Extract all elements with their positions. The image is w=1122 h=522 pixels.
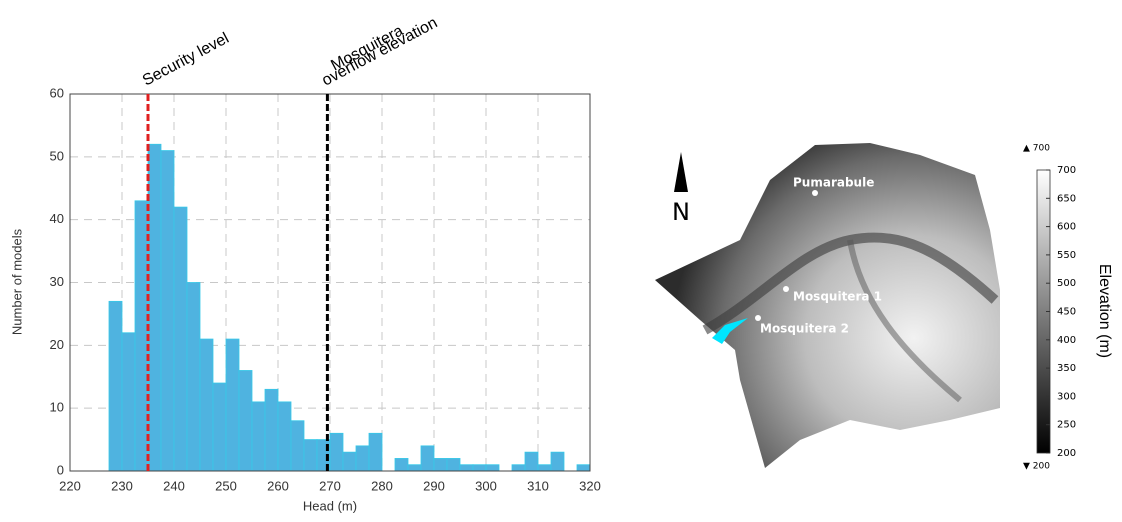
bar [551,452,564,471]
x-tick-label: 230 [111,478,133,493]
colorbar-tick-label: 400 [1057,335,1076,346]
x-tick-label: 310 [527,478,549,493]
colorbar-tick-label: 700 [1057,165,1076,176]
reference-label: Security level [140,30,232,90]
bar [525,452,538,471]
bar [447,458,460,471]
y-tick-label: 60 [50,85,64,100]
bar [395,458,408,471]
colorbar-tick-label: 500 [1057,278,1076,289]
x-axis-title: Head (m) [303,498,357,513]
bar [343,452,356,471]
bar [460,465,473,471]
x-tick-label: 260 [267,478,289,493]
bar [148,144,161,471]
histogram: Number of models Head (m) 0 10 20 30 40 50 60 2… [9,14,600,513]
bar [174,207,187,471]
colorbar-under-label: ▼ 200 [1023,462,1050,472]
bar [356,446,369,471]
bar [291,421,304,471]
place-label: Mosquitera 2 [760,322,849,336]
bar [252,402,265,471]
x-tick-label: 240 [163,478,185,493]
place-label: Pumarabule [793,176,874,190]
bar [330,433,343,471]
terrain [655,143,1000,468]
x-tick-label: 320 [579,478,601,493]
bar [278,402,291,471]
reference-label: overflow elevation [319,14,440,89]
bar [369,433,382,471]
bar [304,440,317,471]
place-marker [783,286,789,292]
y-tick-label: 10 [50,400,64,415]
place-label: Mosquitera 1 [793,290,882,304]
colorbar-title: Elevation (m) [1096,264,1113,358]
figure: Number of models Head (m) 0 10 20 30 40 50 60 2… [0,0,1122,517]
x-tick-label: 220 [59,478,81,493]
y-tick-label: 50 [50,148,64,163]
colorbar-tick-label: 200 [1057,448,1076,459]
x-tick-label: 290 [423,478,445,493]
colorbar-tick-label: 350 [1057,363,1076,374]
colorbar-tick-label: 550 [1057,250,1076,261]
bar [187,283,200,472]
y-tick-label: 30 [50,274,64,289]
bar [135,201,148,471]
x-tick-label: 300 [475,478,497,493]
bar [265,389,278,471]
bar [122,333,135,471]
colorbar-tick-label: 250 [1057,420,1076,431]
y-tick-label: 0 [57,462,64,477]
north-label: N [672,198,690,226]
bar [213,383,226,471]
bar [512,465,525,471]
y-tick-label: 20 [50,337,64,352]
bar [486,465,499,471]
bar [434,458,447,471]
bar [473,465,486,471]
place-marker [755,315,761,321]
y-tick-label: 40 [50,211,64,226]
bar [109,301,122,471]
x-tick-label: 280 [371,478,393,493]
bar [408,465,421,471]
bar [421,446,434,471]
bar [200,339,213,471]
north-arrow [674,152,688,192]
bar [161,151,174,471]
place-marker [812,190,818,196]
bar [538,465,551,471]
x-tick-label: 270 [319,478,341,493]
y-axis-title: Number of models [9,228,24,335]
colorbar-tick-label: 650 [1057,193,1076,204]
colorbar-tick-label: 450 [1057,307,1076,318]
bar [226,339,239,471]
bar [577,465,590,471]
colorbar-tick-label: 300 [1057,391,1076,402]
bar [239,370,252,471]
colorbar-over-label: ▲ 700 [1023,144,1050,154]
x-tick-label: 250 [215,478,237,493]
colorbar-tick-label: 600 [1057,222,1076,233]
map: N Pumarabule Mosquitera 1 Mosquitera 2 ▲… [655,143,1113,472]
